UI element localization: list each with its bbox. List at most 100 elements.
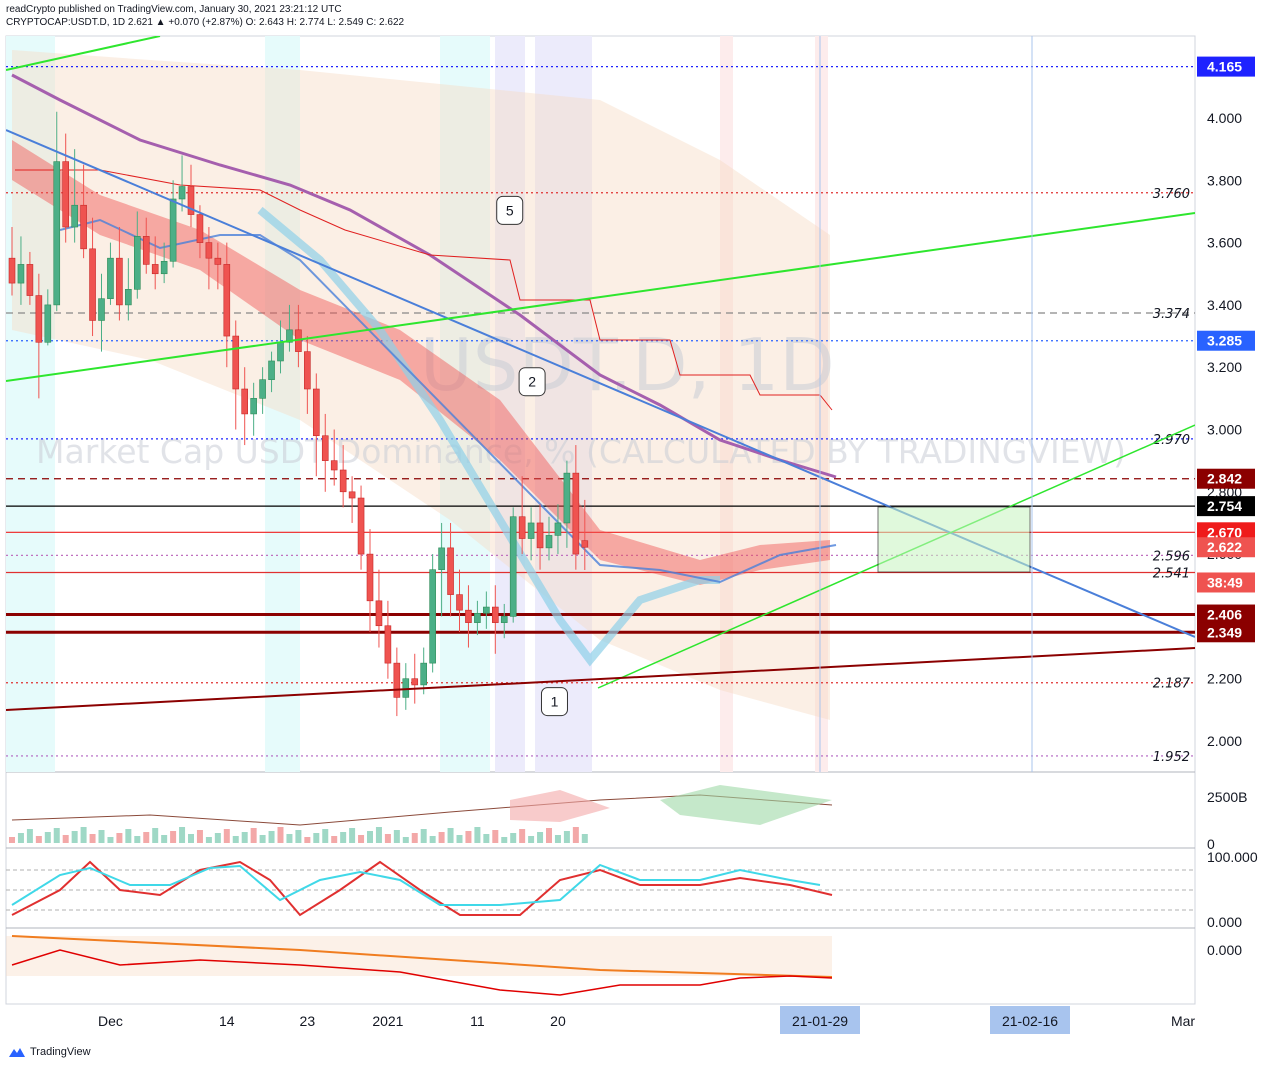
price-badge-bg [1197, 537, 1255, 558]
volume-bar [474, 827, 481, 843]
candle-body [214, 257, 222, 265]
y-tick-label: 3.400 [1207, 297, 1242, 313]
session-band-1 [265, 36, 300, 772]
volume-axis-label: 0 [1207, 836, 1215, 852]
oscillator-axis-label: 100.000 [1207, 849, 1258, 865]
volume-bar [331, 836, 338, 843]
price-badge-bg [1197, 622, 1255, 643]
volume-bar [581, 834, 588, 843]
candle-body [483, 606, 490, 614]
volume-bar [501, 837, 508, 843]
y-tick-label: 2.000 [1207, 733, 1242, 749]
volume-bar [107, 837, 114, 843]
candle-body [312, 388, 320, 437]
candle-body [44, 304, 52, 343]
candle-body [572, 472, 580, 555]
volume-bar [429, 836, 436, 843]
price-badge-3.285: 3.285 [1207, 333, 1242, 349]
session-band-2 [440, 36, 490, 772]
volume-bar [456, 835, 463, 843]
oscillator-axis-label: 0.000 [1207, 914, 1242, 930]
momentum-signal [11, 935, 833, 978]
volume-bar [384, 834, 391, 843]
candle-body [491, 606, 499, 623]
candle-body [125, 289, 132, 306]
level-label-12: 2.187 [1153, 677, 1191, 692]
candle-body [268, 360, 275, 380]
candle-body [581, 540, 589, 548]
candle-body [321, 435, 329, 461]
volume-bar [465, 831, 472, 843]
candle-body [393, 662, 401, 698]
candle-body [545, 535, 553, 549]
candle-body [196, 214, 204, 243]
volume-bar [492, 830, 499, 843]
candle-body [232, 335, 240, 390]
volume-bar [196, 830, 203, 843]
price-badge-4.165: 4.165 [1207, 59, 1242, 75]
volume-bar [179, 827, 186, 843]
candle-body [241, 388, 248, 415]
volume-bar [358, 835, 365, 843]
level-label-9: 2.541 [1153, 566, 1190, 581]
volume-bar [241, 832, 248, 843]
candle-body [116, 257, 123, 306]
wave-callout-0 [496, 195, 524, 225]
volume-bar [53, 828, 60, 843]
ascending-trendline-upper [6, 212, 1195, 382]
volume-bar [98, 830, 105, 843]
candle-body [71, 204, 78, 228]
volume-bar [9, 837, 15, 843]
wave-label-5: 5 [506, 202, 514, 218]
volume-bar [349, 828, 356, 843]
y-tick-label: 2.200 [1207, 671, 1242, 687]
x-date-tag-0: 21-01-29 [792, 1013, 848, 1029]
volume-bar [35, 836, 42, 843]
x-tick-20: 20 [550, 1013, 566, 1029]
watermark-description: Market Cap USDT Dominance, % (CALCULATED… [36, 432, 1126, 471]
volume-bar [304, 837, 311, 843]
candle-body [35, 295, 43, 343]
candle-body [527, 522, 535, 539]
volume-bar [205, 837, 212, 843]
level-label-13: 1.952 [1153, 750, 1190, 765]
volume-bar [572, 827, 579, 843]
volume-bar [519, 829, 526, 843]
cyan-ribbon [257, 206, 720, 667]
candle-body [259, 379, 266, 399]
wave-label-1: 1 [551, 694, 559, 710]
wave-callout-1 [518, 367, 546, 397]
volume-bar [161, 835, 168, 843]
candle-body [411, 678, 419, 686]
candle-body [500, 616, 508, 623]
candle-body [474, 612, 481, 623]
y-tick-label: 4.000 [1207, 110, 1242, 126]
price-badge-2.842: 2.842 [1207, 471, 1242, 487]
price-badge-bg [1197, 496, 1255, 517]
wave-callout-2 [540, 687, 568, 717]
candle-body [420, 662, 428, 686]
volume-bar [537, 832, 544, 843]
y-tick-label: 3.000 [1207, 422, 1242, 438]
volume-bar [134, 836, 141, 843]
publish-info: readCrypto published on TradingView.com,… [6, 4, 342, 15]
momentum-line [11, 949, 833, 996]
session-band-0 [6, 36, 55, 772]
volume-bar [116, 833, 123, 843]
y-tick-label: 3.800 [1207, 172, 1242, 188]
volume-bar [71, 831, 78, 843]
x-date-tag-bg [990, 1006, 1070, 1034]
candle-body [98, 298, 105, 321]
volume-bar [554, 835, 561, 843]
volume-bar [214, 833, 221, 843]
x-tick-14: 14 [219, 1013, 235, 1029]
candle-body [187, 186, 195, 215]
candle-body [53, 161, 61, 306]
volume-bar [188, 834, 194, 843]
candle-body [107, 257, 114, 299]
candle-body [375, 600, 383, 627]
momentum-axis-label: 0.000 [1207, 942, 1242, 958]
volume-band-green [660, 785, 832, 825]
ascending-trendline-top [6, 36, 161, 71]
